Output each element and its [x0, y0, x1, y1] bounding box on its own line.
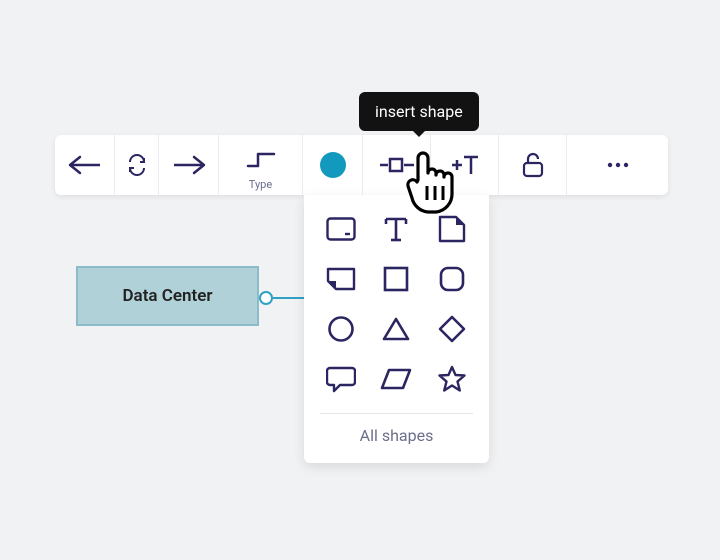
shape-card[interactable] [323, 211, 359, 247]
sync-icon [126, 154, 148, 176]
toolbar: Type [55, 135, 668, 195]
shape-star[interactable] [434, 361, 470, 397]
shape-note-fold-top[interactable] [434, 211, 470, 247]
shape-square[interactable] [378, 261, 414, 297]
node-label: Data Center [122, 286, 212, 306]
text-icon [384, 216, 408, 242]
rounded-square-icon [439, 266, 465, 292]
shape-rounded-square[interactable] [434, 261, 470, 297]
lock-toggle-button[interactable] [499, 135, 567, 195]
insert-shape-button[interactable] [363, 135, 431, 195]
note-fold-bottom-icon [326, 267, 356, 291]
shape-speech[interactable] [323, 361, 359, 397]
shape-triangle[interactable] [378, 311, 414, 347]
redo-button[interactable] [159, 135, 219, 195]
shape-dropdown: All shapes [304, 195, 489, 463]
tooltip-text: insert shape [375, 102, 463, 121]
arrow-left-icon [68, 155, 102, 175]
step-line-icon [246, 150, 276, 170]
insert-text-button[interactable] [431, 135, 499, 195]
color-picker-button[interactable] [303, 135, 363, 195]
square-icon [383, 266, 409, 292]
shape-parallelogram[interactable] [378, 361, 414, 397]
shape-note-fold-bottom[interactable] [323, 261, 359, 297]
insert-text-icon [450, 154, 480, 176]
type-label: Type [249, 178, 272, 191]
ellipsis-icon [606, 161, 630, 169]
shape-text[interactable] [378, 211, 414, 247]
node-data-center[interactable]: Data Center [76, 266, 259, 326]
all-shapes-button[interactable]: All shapes [320, 426, 473, 449]
speech-icon [326, 365, 356, 393]
tooltip: insert shape [359, 92, 479, 131]
undo-button[interactable] [55, 135, 115, 195]
shape-diamond[interactable] [434, 311, 470, 347]
parallelogram-icon [380, 367, 412, 391]
all-shapes-label: All shapes [360, 426, 434, 445]
more-button[interactable] [567, 135, 668, 195]
shape-grid [320, 211, 473, 397]
connector-line [273, 297, 308, 299]
filled-circle-icon [319, 151, 347, 179]
circle-icon [327, 315, 355, 343]
connector-handle[interactable] [259, 291, 273, 305]
unlock-icon [522, 152, 544, 178]
triangle-icon [381, 316, 411, 342]
connector-type-button[interactable]: Type [219, 135, 303, 195]
shape-circle[interactable] [323, 311, 359, 347]
sync-button[interactable] [115, 135, 159, 195]
insert-shape-icon [380, 157, 414, 173]
dropdown-divider [320, 413, 473, 414]
note-fold-top-icon [438, 215, 466, 243]
arrow-right-icon [172, 155, 206, 175]
star-icon [437, 365, 467, 393]
card-icon [326, 217, 356, 241]
diamond-icon [437, 314, 467, 344]
